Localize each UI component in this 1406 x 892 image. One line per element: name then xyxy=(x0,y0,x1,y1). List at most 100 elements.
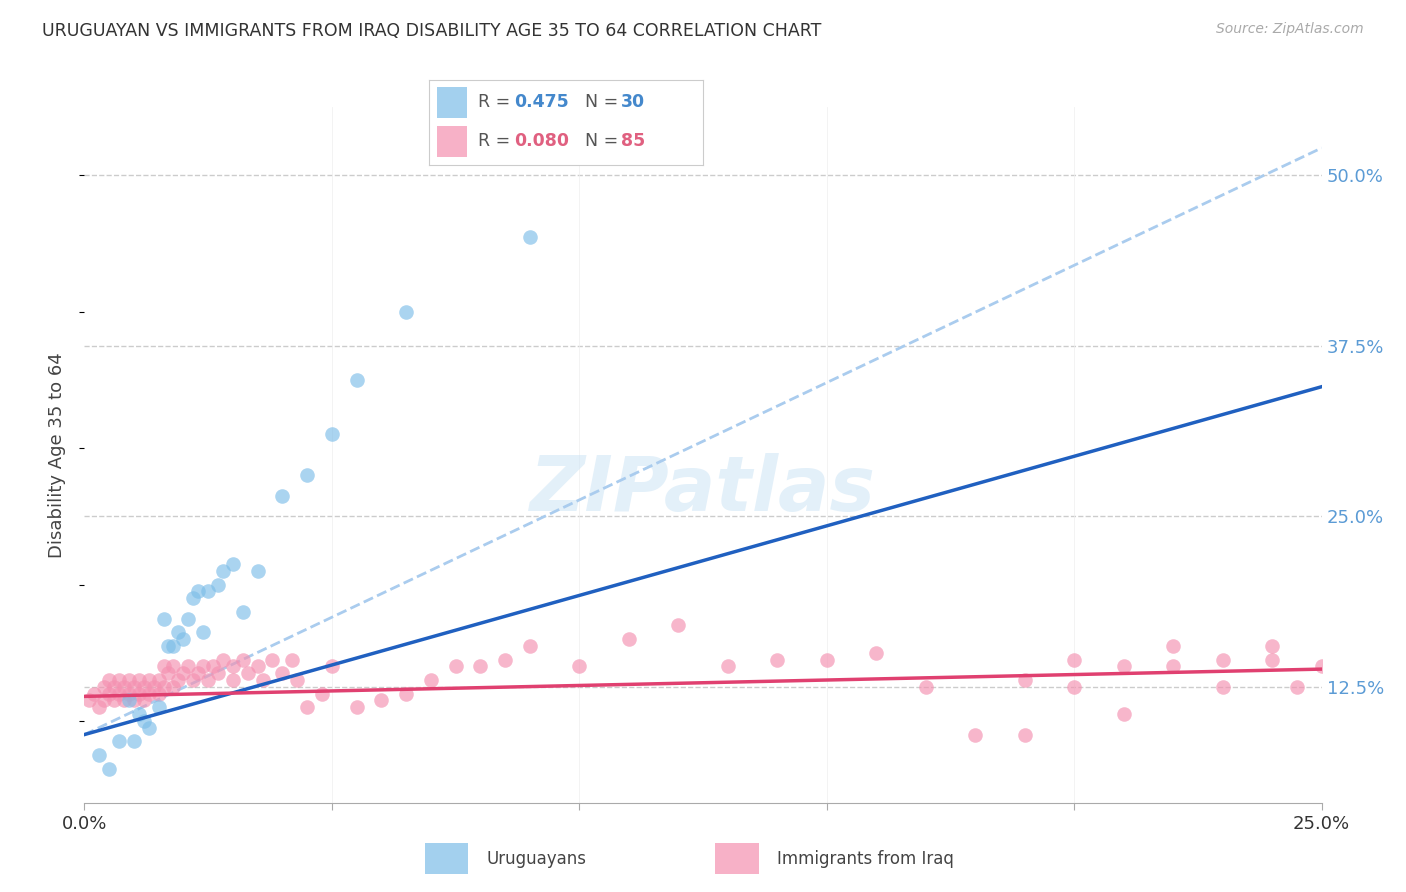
Point xyxy=(262,652,284,666)
Text: Immigrants from Iraq: Immigrants from Iraq xyxy=(778,849,955,868)
Point xyxy=(236,666,259,681)
Point xyxy=(1161,659,1184,673)
Point xyxy=(395,687,418,701)
Point xyxy=(346,700,368,714)
Point xyxy=(232,605,254,619)
Point xyxy=(212,652,235,666)
Point xyxy=(202,659,225,673)
Point xyxy=(207,577,229,591)
Point xyxy=(1112,707,1135,722)
Point xyxy=(128,673,150,687)
Text: 30: 30 xyxy=(621,94,645,112)
Text: N =: N = xyxy=(585,94,624,112)
Text: N =: N = xyxy=(585,132,624,150)
Point xyxy=(321,427,343,442)
Point xyxy=(128,687,150,701)
Point xyxy=(172,632,194,646)
Point xyxy=(568,659,591,673)
Point xyxy=(187,584,209,599)
Text: 0.475: 0.475 xyxy=(513,94,568,112)
Point xyxy=(207,666,229,681)
Point xyxy=(370,693,392,707)
Point xyxy=(1112,659,1135,673)
Text: 0.080: 0.080 xyxy=(513,132,569,150)
Text: R =: R = xyxy=(478,132,516,150)
Point xyxy=(152,659,174,673)
Point xyxy=(865,646,887,660)
Point xyxy=(98,673,121,687)
Point xyxy=(1063,680,1085,694)
Point xyxy=(187,666,209,681)
Point xyxy=(162,639,184,653)
Point xyxy=(222,673,245,687)
Point xyxy=(1285,680,1308,694)
Point xyxy=(1261,652,1284,666)
Point xyxy=(232,652,254,666)
Point xyxy=(271,489,294,503)
Point xyxy=(191,625,214,640)
Point xyxy=(246,659,269,673)
Point xyxy=(1212,652,1234,666)
Point xyxy=(103,680,125,694)
Text: R =: R = xyxy=(478,94,516,112)
Point xyxy=(285,673,308,687)
Point xyxy=(295,468,318,483)
Point xyxy=(83,687,105,701)
Point xyxy=(93,693,115,707)
Point xyxy=(79,693,101,707)
Point xyxy=(181,591,204,606)
Point xyxy=(519,639,541,653)
Point xyxy=(108,673,131,687)
Point xyxy=(132,714,155,728)
Point xyxy=(346,373,368,387)
Point xyxy=(138,673,160,687)
Point xyxy=(252,673,274,687)
Point xyxy=(666,618,689,632)
Point xyxy=(419,673,441,687)
Point xyxy=(112,680,135,694)
Point xyxy=(197,673,219,687)
Point xyxy=(470,659,492,673)
Point xyxy=(766,652,789,666)
Point xyxy=(152,680,174,694)
Text: 85: 85 xyxy=(621,132,645,150)
Y-axis label: Disability Age 35 to 64: Disability Age 35 to 64 xyxy=(48,352,66,558)
Point xyxy=(122,680,145,694)
Point xyxy=(281,652,304,666)
Point xyxy=(138,687,160,701)
Point xyxy=(717,659,740,673)
Point xyxy=(167,673,190,687)
Text: Uruguayans: Uruguayans xyxy=(486,849,586,868)
Point xyxy=(138,721,160,735)
Point xyxy=(167,625,190,640)
Point xyxy=(1014,728,1036,742)
Point xyxy=(444,659,467,673)
Point xyxy=(1161,639,1184,653)
Point xyxy=(181,673,204,687)
Point xyxy=(132,680,155,694)
Point xyxy=(271,666,294,681)
Point xyxy=(965,728,987,742)
Point xyxy=(118,687,141,701)
Point xyxy=(128,707,150,722)
Point xyxy=(108,687,131,701)
Point xyxy=(617,632,640,646)
Point xyxy=(1063,652,1085,666)
Point xyxy=(148,687,170,701)
Point xyxy=(246,564,269,578)
Bar xyxy=(716,843,759,874)
Point xyxy=(148,700,170,714)
Point xyxy=(177,659,200,673)
Point xyxy=(108,734,131,748)
Point xyxy=(172,666,194,681)
Point xyxy=(815,652,838,666)
Point xyxy=(118,673,141,687)
Point xyxy=(122,734,145,748)
Point xyxy=(118,693,141,707)
Point xyxy=(98,762,121,776)
Bar xyxy=(425,843,468,874)
Point xyxy=(212,564,235,578)
Point xyxy=(162,680,184,694)
Bar xyxy=(437,87,467,118)
Point xyxy=(89,700,111,714)
